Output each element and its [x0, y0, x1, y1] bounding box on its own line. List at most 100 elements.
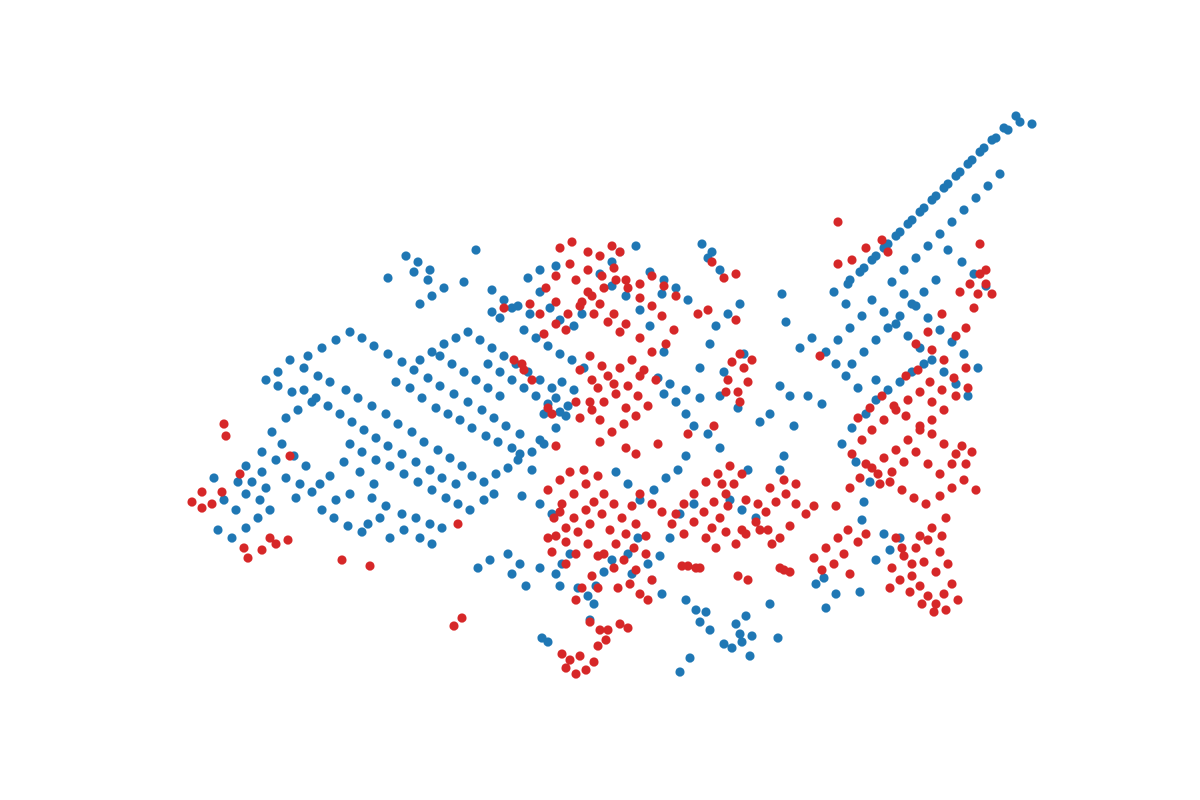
data-point-1-133	[839, 549, 849, 559]
data-point-1-315	[583, 247, 593, 257]
data-point-1-227	[969, 303, 979, 313]
data-point-1-195	[917, 599, 927, 609]
data-point-0-60	[353, 393, 363, 403]
data-point-0-372	[705, 625, 715, 635]
data-point-0-296	[983, 181, 993, 191]
data-point-0-234	[831, 359, 841, 369]
data-point-0-114	[489, 489, 499, 499]
data-point-1-245	[575, 413, 585, 423]
data-point-0-375	[689, 499, 699, 509]
data-point-1-6	[219, 419, 229, 429]
data-point-1-125	[743, 575, 753, 585]
data-point-0-26	[345, 489, 355, 499]
data-point-0-100	[481, 431, 491, 441]
data-point-1-104	[723, 501, 733, 511]
data-point-1-46	[585, 519, 595, 529]
data-point-1-10	[271, 539, 281, 549]
data-point-1-77	[547, 547, 557, 557]
data-point-1-248	[611, 389, 621, 399]
data-point-1-78	[543, 533, 553, 543]
data-point-1-249	[623, 381, 633, 391]
data-point-0-141	[495, 367, 505, 377]
data-point-1-39	[561, 523, 571, 533]
data-point-0-61	[367, 401, 377, 411]
data-point-0-143	[519, 383, 529, 393]
data-point-0-22	[329, 513, 339, 523]
data-point-0-124	[335, 409, 345, 419]
data-point-1-290	[609, 309, 619, 319]
data-point-0-361	[569, 321, 579, 331]
data-point-1-208	[891, 533, 901, 543]
data-point-1-241	[861, 243, 871, 253]
data-point-0-94	[405, 383, 415, 393]
data-point-1-306	[565, 259, 575, 269]
data-point-0-381	[657, 589, 667, 599]
data-point-0-21	[317, 505, 327, 515]
data-point-1-99	[671, 509, 681, 519]
data-point-0-259	[987, 135, 997, 145]
data-point-0-281	[973, 363, 983, 373]
data-point-1-131	[843, 525, 853, 535]
data-point-0-225	[859, 497, 869, 507]
data-point-0-258	[999, 123, 1009, 133]
data-point-0-115	[451, 479, 461, 489]
data-point-1-113	[781, 489, 791, 499]
data-point-0-295	[971, 193, 981, 203]
data-point-1-237	[975, 239, 985, 249]
data-point-0-149	[471, 375, 481, 385]
data-point-0-261	[963, 159, 973, 169]
data-point-0-27	[367, 493, 377, 503]
data-point-1-289	[621, 319, 631, 329]
data-point-0-31	[425, 519, 435, 529]
data-point-1-225	[951, 331, 961, 341]
data-point-0-316	[817, 399, 827, 409]
data-point-1-97	[689, 489, 699, 499]
data-point-1-87	[679, 529, 689, 539]
data-point-1-103	[715, 513, 725, 523]
data-point-1-297	[621, 275, 631, 285]
data-point-1-184	[957, 441, 967, 451]
data-point-0-374	[681, 595, 691, 605]
data-point-0-123	[347, 417, 357, 427]
data-point-0-112	[465, 505, 475, 515]
data-point-1-37	[593, 583, 603, 593]
data-point-0-99	[467, 423, 477, 433]
data-point-0-34	[427, 539, 437, 549]
data-point-1-224	[911, 339, 921, 349]
data-point-1-80	[605, 525, 615, 535]
data-point-0-110	[441, 493, 451, 503]
data-point-0-331	[695, 363, 705, 373]
data-point-0-402	[649, 485, 659, 495]
data-point-1-156	[847, 449, 857, 459]
data-point-0-206	[727, 643, 737, 653]
data-point-0-72	[503, 463, 513, 473]
data-point-1-98	[679, 499, 689, 509]
data-point-1-283	[647, 301, 657, 311]
data-point-0-113	[479, 495, 489, 505]
data-point-0-142	[507, 375, 517, 385]
data-point-1-178	[887, 467, 897, 477]
data-point-1-163	[935, 491, 945, 501]
data-point-0-128	[415, 355, 425, 365]
data-point-0-229	[847, 423, 857, 433]
data-point-0-371	[487, 307, 497, 317]
data-point-0-290	[911, 253, 921, 263]
data-point-1-108	[731, 539, 741, 549]
data-point-1-217	[937, 385, 947, 395]
data-point-1-147	[927, 415, 937, 425]
data-point-0-358	[683, 295, 693, 305]
data-point-1-141	[855, 473, 865, 483]
data-point-1-206	[907, 559, 917, 569]
data-point-1-96	[701, 477, 711, 487]
data-point-0-166	[495, 313, 505, 323]
data-point-1-119	[753, 499, 763, 509]
data-point-1-331	[747, 355, 757, 365]
data-point-1-173	[889, 401, 899, 411]
data-point-0-291	[923, 241, 933, 251]
data-point-0-370	[499, 295, 509, 305]
data-point-1-158	[873, 469, 883, 479]
data-point-0-20	[291, 493, 301, 503]
data-point-0-155	[439, 283, 449, 293]
data-point-0-3	[253, 513, 263, 523]
data-point-1-212	[937, 531, 947, 541]
